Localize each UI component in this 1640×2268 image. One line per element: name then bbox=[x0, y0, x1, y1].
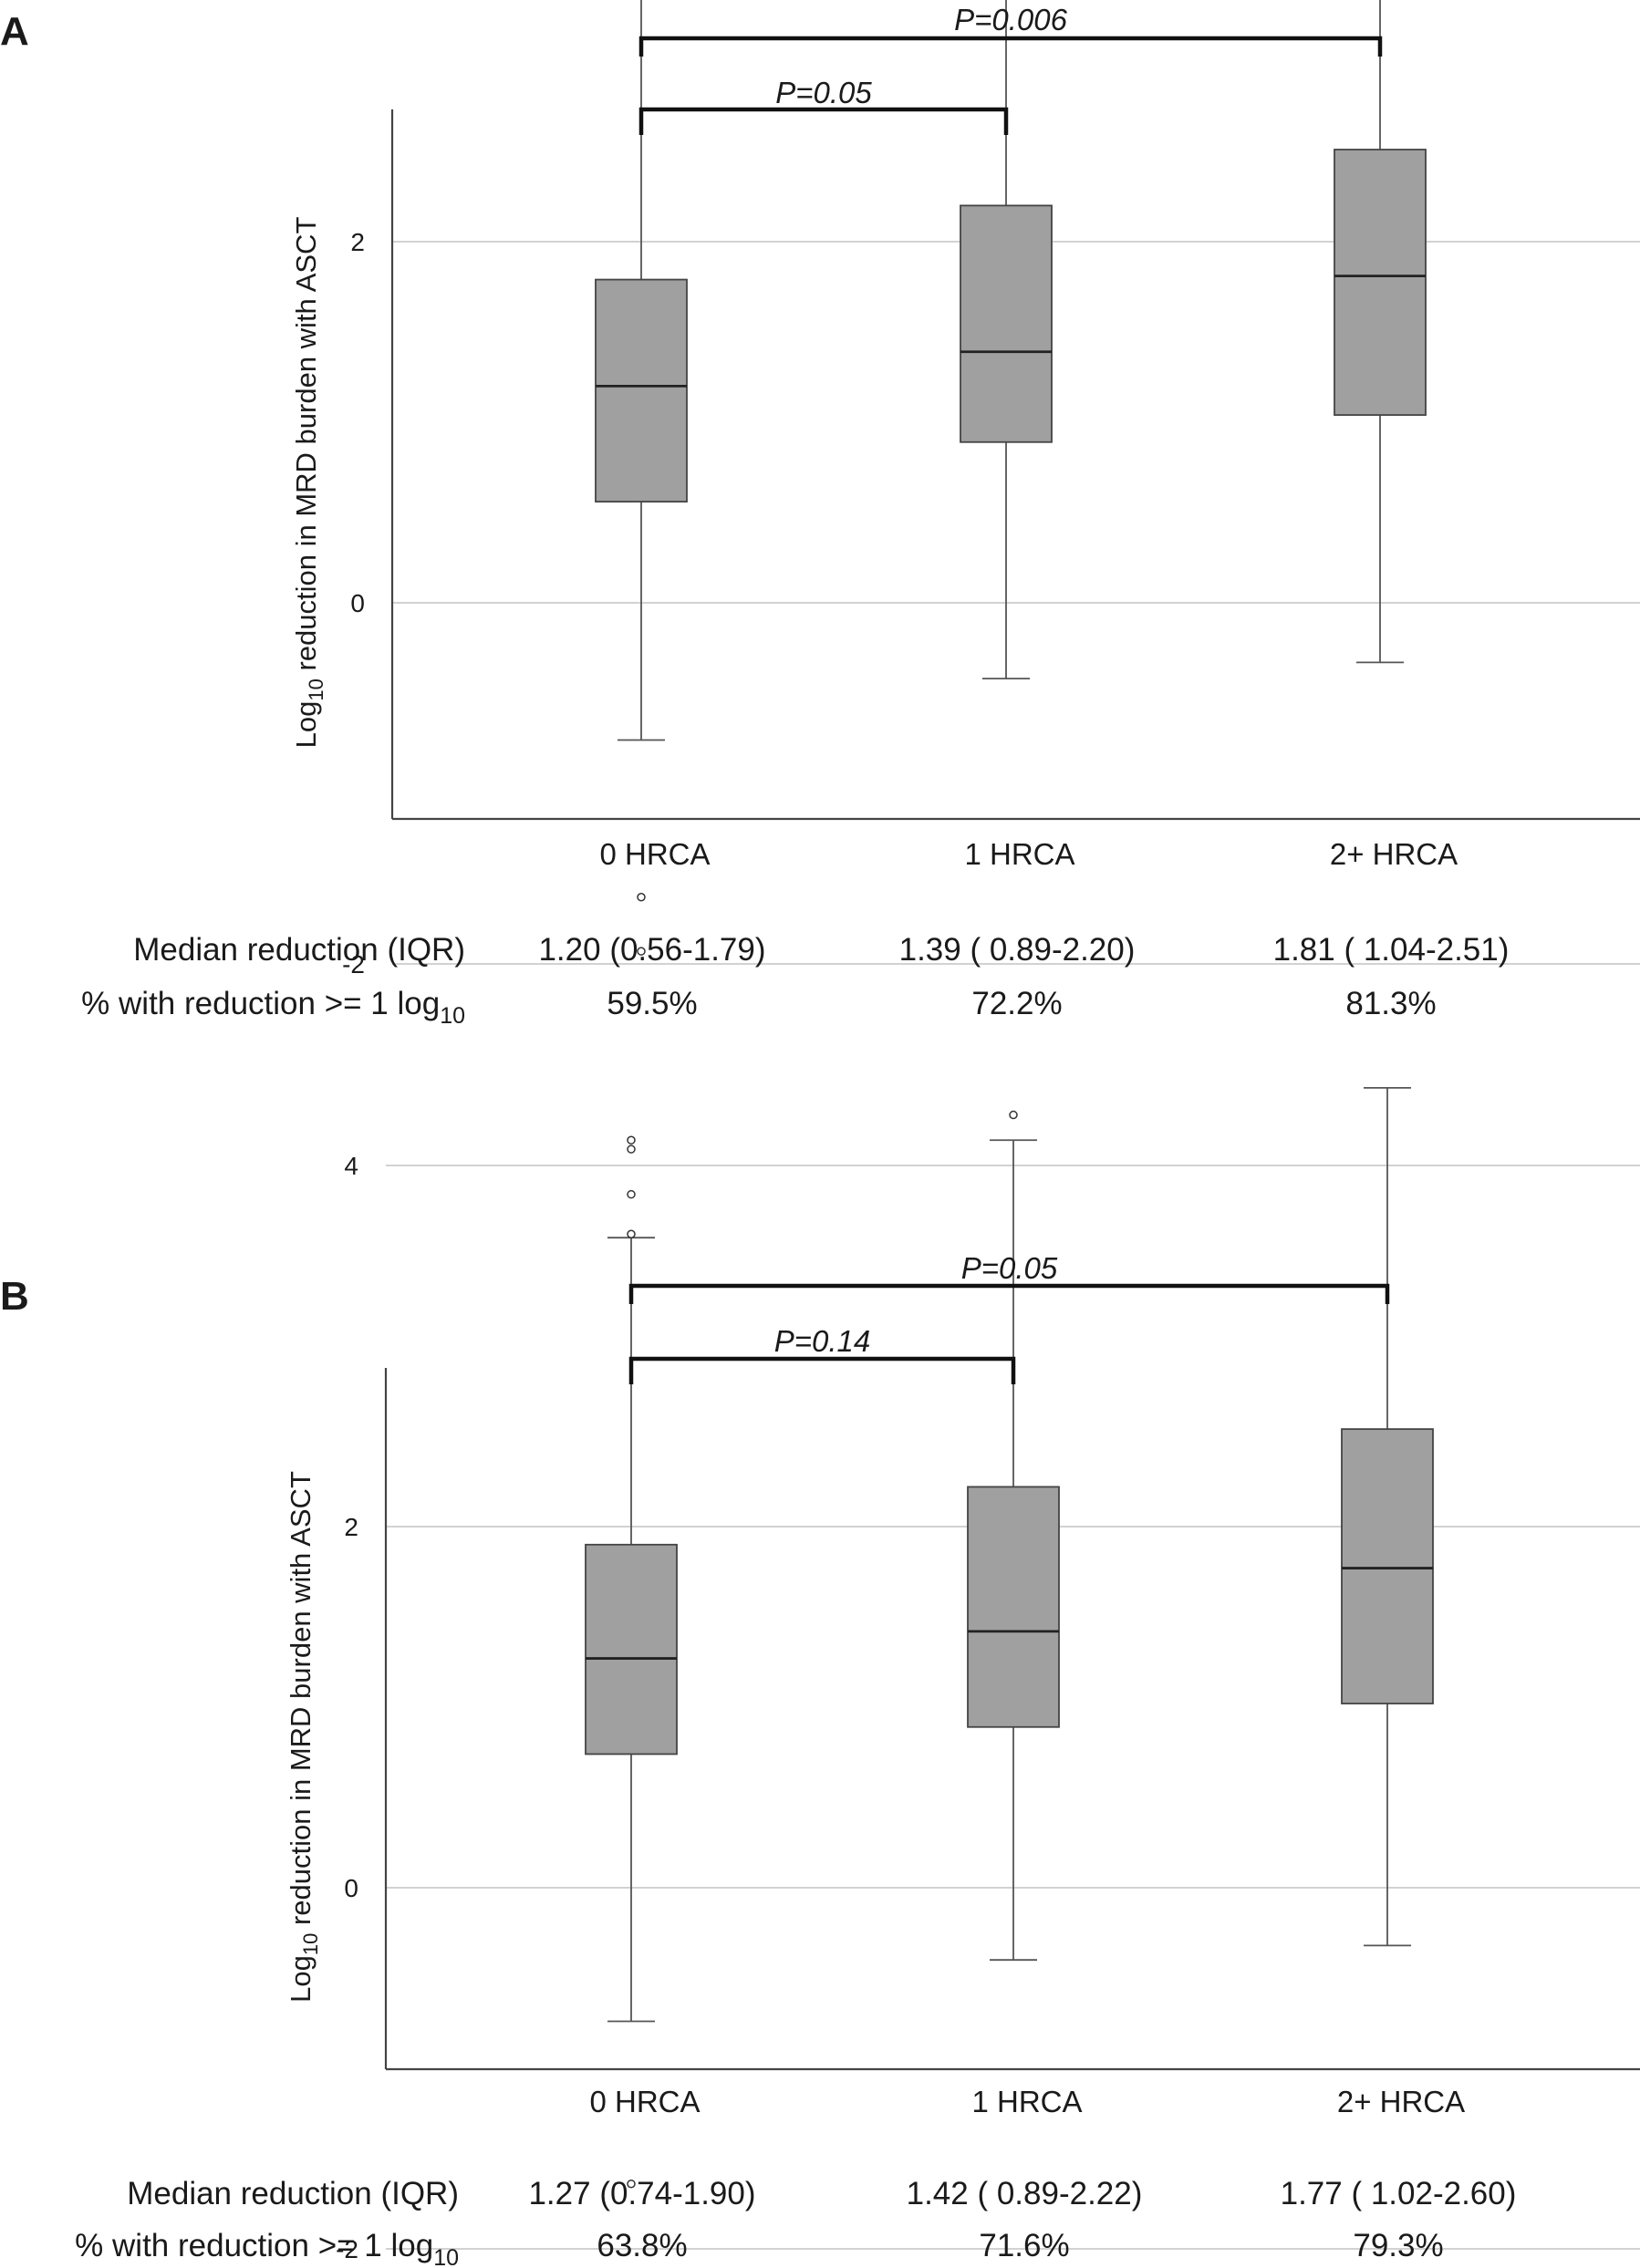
stats-value: 59.5% bbox=[607, 986, 697, 1021]
p-value-label: P=0.14 bbox=[774, 1324, 871, 1358]
outlier-point bbox=[627, 1189, 636, 1199]
iqr-box bbox=[1341, 1428, 1434, 1704]
stats-value: 1.20 (0.56-1.79) bbox=[538, 932, 765, 968]
y-tick-label: 4 bbox=[344, 1152, 358, 1180]
y-axis-label: Log10 reduction in MRD burden with ASCT bbox=[285, 1471, 322, 2003]
comparison-bracket bbox=[628, 1283, 1390, 1304]
box-2 bbox=[1334, 0, 1427, 664]
y-tick-label: 0 bbox=[350, 589, 365, 617]
stats-row-label-subscript: 10 bbox=[440, 1003, 465, 1029]
comparison-bracket bbox=[638, 36, 1383, 57]
stats-row-label: Median reduction (IQR) bbox=[133, 932, 465, 968]
p-value-label: P=0.006 bbox=[954, 3, 1068, 36]
outlier-point bbox=[637, 947, 646, 956]
x-category-label: 1 HRCA bbox=[971, 2085, 1082, 2118]
p-value-label: P=0.05 bbox=[775, 76, 872, 109]
y-tick-label: -2 bbox=[342, 950, 365, 979]
comparison-bracket bbox=[638, 107, 1009, 135]
panel-letter: A bbox=[0, 9, 29, 54]
y-axis-label-subscript: 10 bbox=[299, 1933, 322, 1955]
y-tick-label: 2 bbox=[344, 1513, 358, 1541]
y-axis-label: Log10 reduction in MRD burden with ASCT bbox=[290, 217, 327, 749]
stats-row-label: % with reduction >= 1 log10 bbox=[81, 986, 465, 1029]
stats-value: 1.77 ( 1.02-2.60) bbox=[1281, 2176, 1517, 2211]
p-value-label: P=0.05 bbox=[961, 1251, 1058, 1285]
y-axis-label-rest: reduction in MRD burden with ASCT bbox=[290, 217, 322, 679]
outlier-point bbox=[627, 1229, 636, 1238]
y-axis-label-main: Log bbox=[290, 701, 322, 749]
outlier-point bbox=[637, 892, 646, 902]
stats-value: 79.3% bbox=[1353, 2228, 1443, 2263]
y-axis-label-rest: reduction in MRD burden with ASCT bbox=[285, 1471, 317, 1933]
stats-value: 71.6% bbox=[979, 2228, 1069, 2263]
y-axis-label-main: Log bbox=[285, 1955, 317, 2003]
y-tick-label: -2 bbox=[336, 2235, 358, 2263]
iqr-box bbox=[960, 204, 1053, 443]
box-1 bbox=[960, 0, 1053, 680]
stats-value: 1.42 ( 0.89-2.22) bbox=[907, 2176, 1143, 2211]
x-category-label: 1 HRCA bbox=[964, 837, 1074, 871]
stats-value: 63.8% bbox=[597, 2228, 687, 2263]
outlier-point bbox=[627, 1144, 636, 1154]
stats-row-label-main: % with reduction >= 1 log bbox=[75, 2228, 433, 2263]
stats-row-label-subscript: 10 bbox=[433, 2245, 459, 2268]
stats-row-label: % with reduction >= 1 log10 bbox=[75, 2228, 459, 2268]
stats-value: 1.27 (0.74-1.90) bbox=[528, 2176, 755, 2211]
iqr-box bbox=[967, 1486, 1060, 1728]
y-tick-label: 0 bbox=[344, 1874, 358, 1902]
stats-value: 81.3% bbox=[1345, 986, 1436, 1021]
stats-value: 72.2% bbox=[971, 986, 1062, 1021]
box-0 bbox=[595, 0, 688, 956]
x-category-label: 0 HRCA bbox=[599, 837, 710, 871]
box-2 bbox=[1341, 1086, 1434, 1947]
stats-row-label-main: Median reduction (IQR) bbox=[127, 2176, 459, 2211]
x-category-label: 2+ HRCA bbox=[1330, 837, 1458, 871]
stats-row-label: Median reduction (IQR) bbox=[127, 2176, 459, 2211]
iqr-box bbox=[585, 1543, 678, 1755]
box-1 bbox=[967, 1110, 1060, 1962]
x-category-label: 0 HRCA bbox=[589, 2085, 700, 2118]
y-axis-label-subscript: 10 bbox=[305, 678, 327, 700]
outlier-point bbox=[1009, 1110, 1018, 1120]
panel-letter: B bbox=[0, 1274, 29, 1319]
x-category-label: 2+ HRCA bbox=[1337, 2085, 1465, 2118]
box-0 bbox=[585, 1135, 678, 2189]
stats-row-label-main: % with reduction >= 1 log bbox=[81, 986, 440, 1021]
comparison-bracket bbox=[628, 1356, 1016, 1384]
y-tick-label: 2 bbox=[350, 228, 365, 256]
outlier-point bbox=[627, 1135, 636, 1145]
outlier-point bbox=[627, 2179, 636, 2189]
iqr-box bbox=[595, 278, 688, 503]
stats-row-label-main: Median reduction (IQR) bbox=[133, 932, 465, 968]
stats-value: 1.81 ( 1.04-2.51) bbox=[1273, 932, 1510, 968]
iqr-box bbox=[1334, 149, 1427, 416]
stats-value: 1.39 ( 0.89-2.20) bbox=[899, 932, 1136, 968]
